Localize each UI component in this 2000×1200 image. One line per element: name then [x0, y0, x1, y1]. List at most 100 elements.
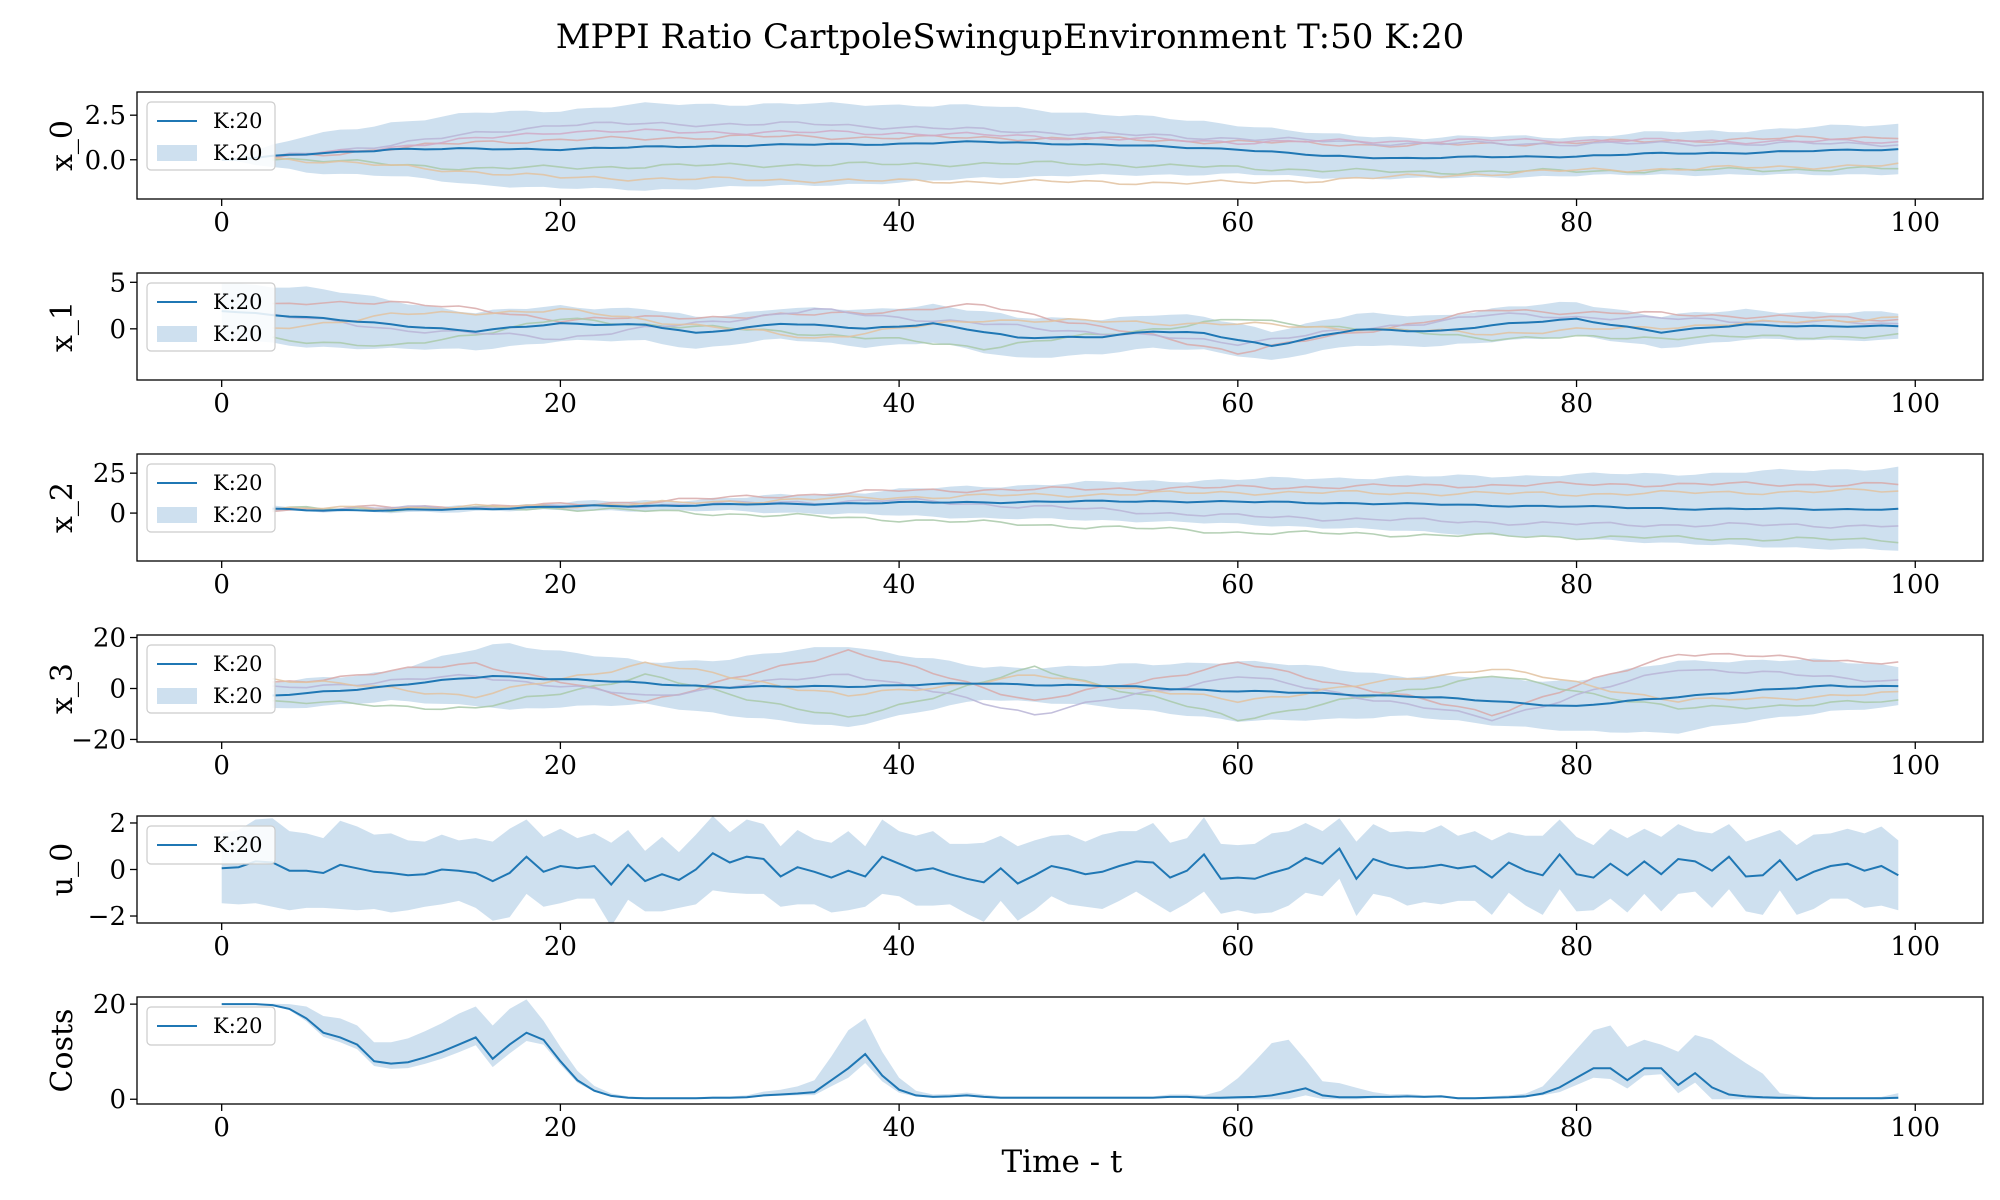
x-tick-label: 40: [883, 389, 916, 419]
sample-trajectory-line: [272, 481, 1899, 513]
legend-label: K:20: [213, 471, 263, 495]
legend: K:20 K:20: [146, 463, 276, 533]
sample-trajectory-line: [272, 157, 1899, 186]
sample-trajectory-line: [272, 317, 1899, 351]
legend-label: K:20: [213, 290, 263, 314]
x-tick-label: 80: [1560, 1113, 1593, 1143]
y-axis-label: x_2: [45, 482, 80, 533]
x-tick-label: 20: [544, 389, 577, 419]
subplot-x_3: 0 20 40 60 80 100 −20 0 20 x_3 K:20 K:20: [45, 624, 1984, 781]
x-tick-label: 20: [544, 1113, 577, 1143]
sample-trajectory-line: [272, 668, 1899, 722]
sample-trajectory-line: [272, 505, 1899, 544]
x-tick-label: 20: [544, 932, 577, 962]
plot-area: [221, 816, 1899, 923]
x-tick-label: 0: [213, 932, 230, 962]
x-tick-label: 40: [883, 751, 916, 781]
x-tick-label: 60: [1221, 570, 1254, 600]
x-tick-label: 0: [213, 208, 230, 238]
mean-line: [272, 674, 1899, 707]
legend-band-swatch: [157, 507, 197, 523]
y-tick-label: −2: [88, 902, 126, 932]
legend: K:20: [146, 825, 276, 865]
confidence-band: [221, 999, 1899, 1100]
x-tick-label: 40: [883, 570, 916, 600]
y-tick-label: 0: [109, 499, 126, 529]
y-tick-label: 25: [93, 459, 126, 489]
x-tick-label: 40: [883, 932, 916, 962]
y-tick-label: 0: [109, 1085, 126, 1115]
x-tick-label: 0: [213, 389, 230, 419]
x-tick-label: 80: [1560, 932, 1593, 962]
legend-band-swatch: [157, 145, 197, 161]
mean-line: [272, 499, 1899, 512]
legend-label: K:20: [213, 1014, 263, 1038]
x-tick-label: 0: [213, 570, 230, 600]
y-axis-label: x_1: [45, 301, 80, 352]
y-tick-label: 2: [109, 809, 126, 839]
y-tick-label: 0.0: [85, 146, 126, 176]
x-tick-label: 20: [544, 208, 577, 238]
y-tick-label: 0: [109, 856, 126, 886]
confidence-band: [221, 102, 1899, 191]
y-tick-label: 20: [93, 624, 126, 654]
plot-area: [221, 999, 1899, 1100]
x-tick-label: 0: [213, 751, 230, 781]
legend: K:20: [146, 1006, 276, 1046]
legend-label: K:20: [213, 109, 263, 133]
subplot-x_0: 0 20 40 60 80 100 0.0 2.5x_0 K:20 K:20: [45, 91, 1984, 238]
sample-trajectory-line: [272, 307, 1899, 347]
legend-label: K:20: [213, 141, 263, 165]
legend: K:20 K:20: [146, 644, 276, 714]
subplot-x_2: 0 20 40 60 80 100 0 25 x_2 K:20 K:20: [45, 453, 1984, 600]
x-tick-label: 100: [1890, 751, 1940, 781]
y-tick-label: 0: [109, 315, 126, 345]
y-axis-label: u_0: [45, 843, 80, 896]
plot-area: [272, 466, 1899, 551]
mean-line: [221, 140, 1899, 161]
plot-area: [272, 643, 1899, 734]
sample-trajectory-line: [272, 661, 1899, 704]
mean-line: [221, 1003, 1899, 1100]
x-tick-label: 60: [1221, 751, 1254, 781]
mean-line: [221, 310, 1899, 348]
y-tick-label: −20: [71, 725, 126, 755]
x-tick-label: 0: [213, 1113, 230, 1143]
sample-trajectory-line: [272, 121, 1899, 158]
x-tick-label: 100: [1890, 1113, 1940, 1143]
x-tick-label: 100: [1890, 932, 1940, 962]
x-tick-label: 80: [1560, 751, 1593, 781]
x-tick-label: 60: [1221, 208, 1254, 238]
sample-trajectory-line: [272, 649, 1899, 717]
y-axis-label: Costs: [45, 1009, 80, 1093]
x-tick-label: 20: [544, 570, 577, 600]
legend-box: [146, 825, 276, 865]
sample-trajectory-line: [272, 487, 1899, 511]
axes-frame: [136, 272, 1984, 381]
x-tick-label: 100: [1890, 570, 1940, 600]
subplot-Costs: 0 20 40 60 80 100 0 20 Costs K:20: [45, 990, 1984, 1143]
y-tick-label: 2.5: [85, 101, 126, 131]
x-tick-label: 40: [883, 1113, 916, 1143]
subplot-u_0: 0 20 40 60 80 100 −2 0 2 u_0 K:20: [45, 809, 1984, 962]
legend-label: K:20: [213, 833, 263, 857]
y-axis-label: x_0: [45, 120, 80, 171]
x-tick-label: 40: [883, 208, 916, 238]
legend-label: K:20: [213, 503, 263, 527]
y-tick-label: 0: [109, 675, 126, 705]
legend-label: K:20: [213, 684, 263, 708]
figure-title: MPPI Ratio CartpoleSwingupEnvironment T:…: [556, 17, 1465, 57]
axes-frame: [136, 453, 1984, 562]
sample-trajectory-line: [272, 665, 1899, 722]
x-tick-label: 80: [1560, 389, 1593, 419]
sample-trajectory-line: [272, 128, 1899, 158]
sample-trajectory-line: [272, 134, 1899, 159]
legend-label: K:20: [213, 322, 263, 346]
x-tick-label: 60: [1221, 1113, 1254, 1143]
legend-band-swatch: [157, 326, 197, 342]
plot-area: [221, 283, 1899, 360]
legend-label: K:20: [213, 652, 263, 676]
legend-band-swatch: [157, 688, 197, 704]
